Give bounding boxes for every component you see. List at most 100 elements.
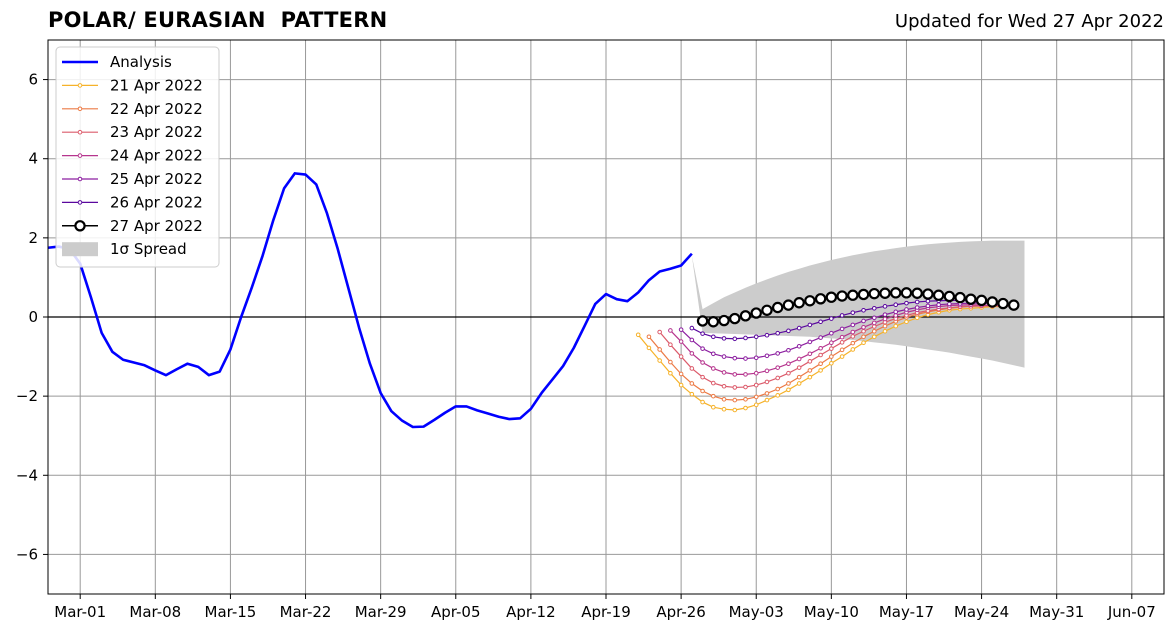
forecast-point (689, 366, 695, 371)
forecast-point (711, 334, 716, 340)
forecast-point (893, 323, 899, 329)
forecast-point (753, 382, 759, 388)
forecast-point (932, 289, 945, 301)
x-tick-label: Apr-12 (506, 603, 556, 621)
legend-label: 26 Apr 2022 (110, 193, 203, 211)
forecast-point (743, 397, 748, 402)
forecast-point (796, 374, 802, 380)
legend-label: 21 Apr 2022 (110, 76, 203, 94)
forecast-point (793, 297, 805, 309)
forecast-point (668, 359, 673, 365)
y-tick-label: 4 (28, 150, 38, 168)
forecast-point (818, 335, 823, 340)
forecast-point (700, 331, 705, 336)
forecast-point (696, 315, 709, 327)
forecast-point (936, 302, 941, 308)
forecast-point (700, 399, 705, 405)
forecast-point (750, 307, 762, 319)
forecast-point (868, 287, 880, 300)
x-tick-label: Mar-15 (205, 603, 257, 621)
x-tick-label: May-10 (804, 603, 859, 621)
legend-entry: 24 Apr 2022 (62, 147, 203, 165)
forecast-point (711, 366, 716, 371)
forecast-point (782, 299, 795, 311)
forecast-point (721, 354, 727, 359)
forecast-point (839, 313, 845, 318)
forecast-point (818, 361, 823, 366)
forecast-point (761, 304, 773, 316)
forecast-point (678, 327, 684, 332)
forecast-point (814, 293, 827, 305)
analysis-line (47, 172, 693, 429)
forecast-point (829, 354, 834, 359)
forecast-point (904, 307, 909, 312)
forecast-point (764, 397, 770, 403)
forecast-point (914, 305, 920, 310)
legend-label: 22 Apr 2022 (110, 100, 203, 118)
forecast-point (646, 345, 652, 351)
forecast-point (986, 296, 999, 308)
forecast-point (753, 334, 759, 340)
legend-entry: Analysis (62, 53, 172, 71)
legend-entry: 21 Apr 2022 (62, 76, 203, 94)
forecast-point (700, 346, 705, 351)
forecast-point (893, 313, 899, 318)
forecast-point (764, 353, 770, 359)
forecast-point (807, 322, 813, 328)
legend-label: 27 Apr 2022 (110, 217, 203, 235)
chart-title: POLAR/ EURASIAN PATTERN (48, 8, 388, 32)
forecast-point (829, 330, 834, 336)
forecast-point (689, 381, 695, 386)
legend-label: 23 Apr 2022 (110, 123, 203, 141)
forecast-point (829, 316, 834, 321)
legend-marker (77, 129, 83, 135)
forecast-point (775, 365, 780, 370)
legend-entry: 23 Apr 2022 (62, 123, 203, 141)
legend-marker (77, 106, 83, 112)
forecast-point (839, 326, 845, 332)
forecast-point (732, 407, 738, 413)
legend-marker (77, 83, 83, 88)
forecast-point (657, 358, 662, 363)
x-tick-label: Apr-05 (431, 603, 481, 621)
forecast-point (804, 295, 816, 307)
forecast-point (732, 336, 738, 342)
x-tick-label: Mar-01 (54, 603, 106, 621)
legend: Analysis 21 Apr 2022 22 Apr 2022 23 Apr 202… (55, 46, 220, 268)
forecast-point (839, 334, 845, 340)
forecast-point (904, 300, 909, 306)
forecast-lines (635, 287, 1020, 413)
forecast-point (861, 328, 866, 334)
forecast-point (847, 289, 859, 301)
forecast-point (850, 347, 856, 352)
forecast-point (764, 368, 770, 374)
forecast-point (871, 320, 877, 326)
forecast-point (775, 351, 780, 356)
forecast-point (743, 384, 748, 390)
forecast-point (879, 287, 891, 299)
x-tick-label: Apr-19 (581, 603, 631, 621)
forecast-point (871, 334, 877, 340)
forecast-point (807, 374, 813, 380)
legend-entry: 27 Apr 2022 (62, 217, 203, 235)
forecast-point (882, 312, 888, 317)
forecast-point (668, 328, 673, 333)
forecast-point (721, 370, 727, 375)
forecast-point (829, 340, 834, 346)
forecast-point (807, 339, 813, 345)
forecast-point (882, 323, 888, 329)
forecast-point (668, 342, 673, 348)
legend-entry: 1σ Spread (62, 240, 187, 258)
forecast-series (696, 287, 1020, 328)
updated-date-label: Updated for Wed 27 Apr 2022 (894, 11, 1164, 32)
forecast-point (711, 404, 716, 410)
forecast-point (678, 371, 684, 377)
forecast-point (678, 382, 684, 388)
legend-label: Analysis (110, 53, 172, 71)
forecast-point (764, 332, 770, 338)
forecast-point (922, 288, 934, 300)
forecast-point (796, 381, 802, 386)
forecast-point (825, 291, 838, 303)
forecast-point (753, 370, 759, 376)
forecast-point (818, 368, 823, 373)
